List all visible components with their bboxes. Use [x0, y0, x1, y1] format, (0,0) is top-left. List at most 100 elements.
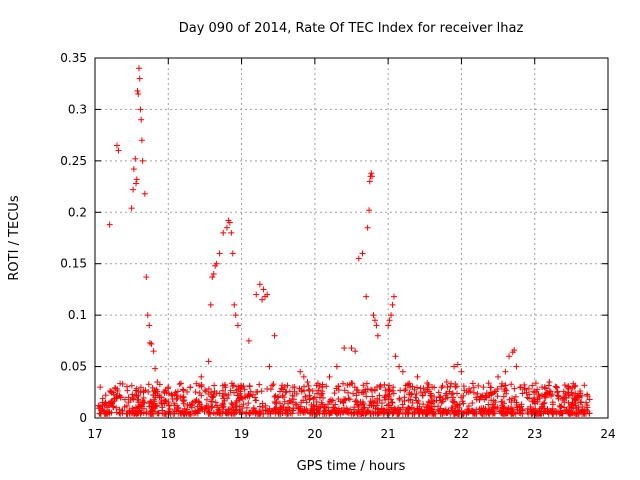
noise-marker [498, 380, 505, 387]
noise-marker [313, 398, 320, 405]
noise-marker [456, 404, 463, 411]
noise-marker [511, 385, 518, 392]
data-point [113, 142, 120, 149]
noise-marker [237, 409, 244, 416]
data-point [414, 373, 421, 380]
noise-marker [488, 397, 495, 404]
noise-marker [420, 401, 427, 408]
data-point [220, 229, 227, 236]
noise-marker [418, 407, 425, 414]
data-point [134, 87, 141, 94]
noise-marker [326, 410, 333, 417]
noise-marker [470, 384, 477, 391]
noise-marker [118, 407, 125, 414]
noise-marker [402, 382, 409, 389]
noise-marker [492, 399, 499, 406]
data-point [363, 293, 370, 300]
noise-marker [489, 402, 496, 409]
noise-marker [235, 383, 242, 390]
noise-marker [183, 410, 190, 417]
noise-marker [572, 402, 579, 409]
noise-marker [259, 400, 266, 407]
noise-marker [137, 410, 144, 417]
noise-marker [406, 391, 413, 398]
noise-marker [538, 392, 545, 399]
noise-marker [265, 408, 272, 415]
y-tick-label: 0.25 [60, 154, 87, 168]
noise-marker [113, 394, 120, 401]
data-point [256, 281, 263, 288]
noise-marker [340, 380, 347, 387]
noise-marker [442, 392, 449, 399]
noise-marker [220, 406, 227, 413]
noise-marker [577, 399, 584, 406]
noise-marker [276, 406, 283, 413]
noise-marker [565, 391, 572, 398]
noise-marker [309, 403, 316, 410]
noise-marker [565, 383, 572, 390]
noise-marker [362, 386, 369, 393]
noise-marker [236, 396, 243, 403]
noise-marker [154, 388, 161, 395]
noise-marker [291, 388, 298, 395]
noise-marker [389, 387, 396, 394]
data-point [399, 368, 406, 375]
noise-marker [290, 396, 297, 403]
noise-marker [161, 400, 168, 407]
noise-marker [354, 387, 361, 394]
noise-marker [424, 386, 431, 393]
noise-marker [131, 410, 138, 417]
noise-marker [146, 400, 153, 407]
noise-marker [433, 397, 440, 404]
data-point [198, 373, 205, 380]
y-tick-label: 0.2 [68, 205, 87, 219]
data-point [267, 386, 274, 393]
noise-marker [404, 405, 411, 412]
noise-marker [414, 384, 421, 391]
noise-marker [227, 387, 234, 394]
data-point [473, 394, 480, 401]
noise-marker [237, 388, 244, 395]
data-point [179, 394, 186, 401]
noise-marker [304, 407, 311, 414]
data-point [480, 384, 487, 391]
data-point [165, 384, 172, 391]
noise-marker [508, 381, 515, 388]
data-point [97, 384, 104, 391]
data-point [133, 176, 140, 183]
data-point [333, 363, 340, 370]
noise-marker [310, 395, 317, 402]
noise-marker [203, 396, 210, 403]
data-point [586, 396, 593, 403]
plot-frame [94, 57, 609, 419]
noise-marker [570, 380, 577, 387]
noise-marker [488, 407, 495, 414]
noise-marker [453, 401, 460, 408]
noise-marker [494, 385, 501, 392]
noise-marker [571, 395, 578, 402]
noise-marker [355, 389, 362, 396]
noise-marker [323, 383, 330, 390]
noise-marker [478, 405, 485, 412]
noise-marker [155, 409, 162, 416]
noise-marker [519, 390, 526, 397]
data-point [141, 190, 148, 197]
noise-marker [428, 400, 435, 407]
data-point [359, 250, 366, 257]
noise-marker [532, 380, 539, 387]
noise-marker [219, 400, 226, 407]
noise-marker [113, 404, 120, 411]
noise-marker [323, 407, 330, 414]
noise-marker [117, 410, 124, 417]
noise-marker [521, 386, 528, 393]
noise-marker [107, 399, 114, 406]
noise-marker [420, 385, 427, 392]
noise-marker [211, 382, 218, 389]
noise-marker [139, 397, 146, 404]
noise-marker [412, 409, 419, 416]
noise-marker [247, 410, 254, 417]
noise-marker [170, 400, 177, 407]
data-point [138, 137, 145, 144]
noise-marker [149, 410, 156, 417]
noise-marker [405, 397, 412, 404]
